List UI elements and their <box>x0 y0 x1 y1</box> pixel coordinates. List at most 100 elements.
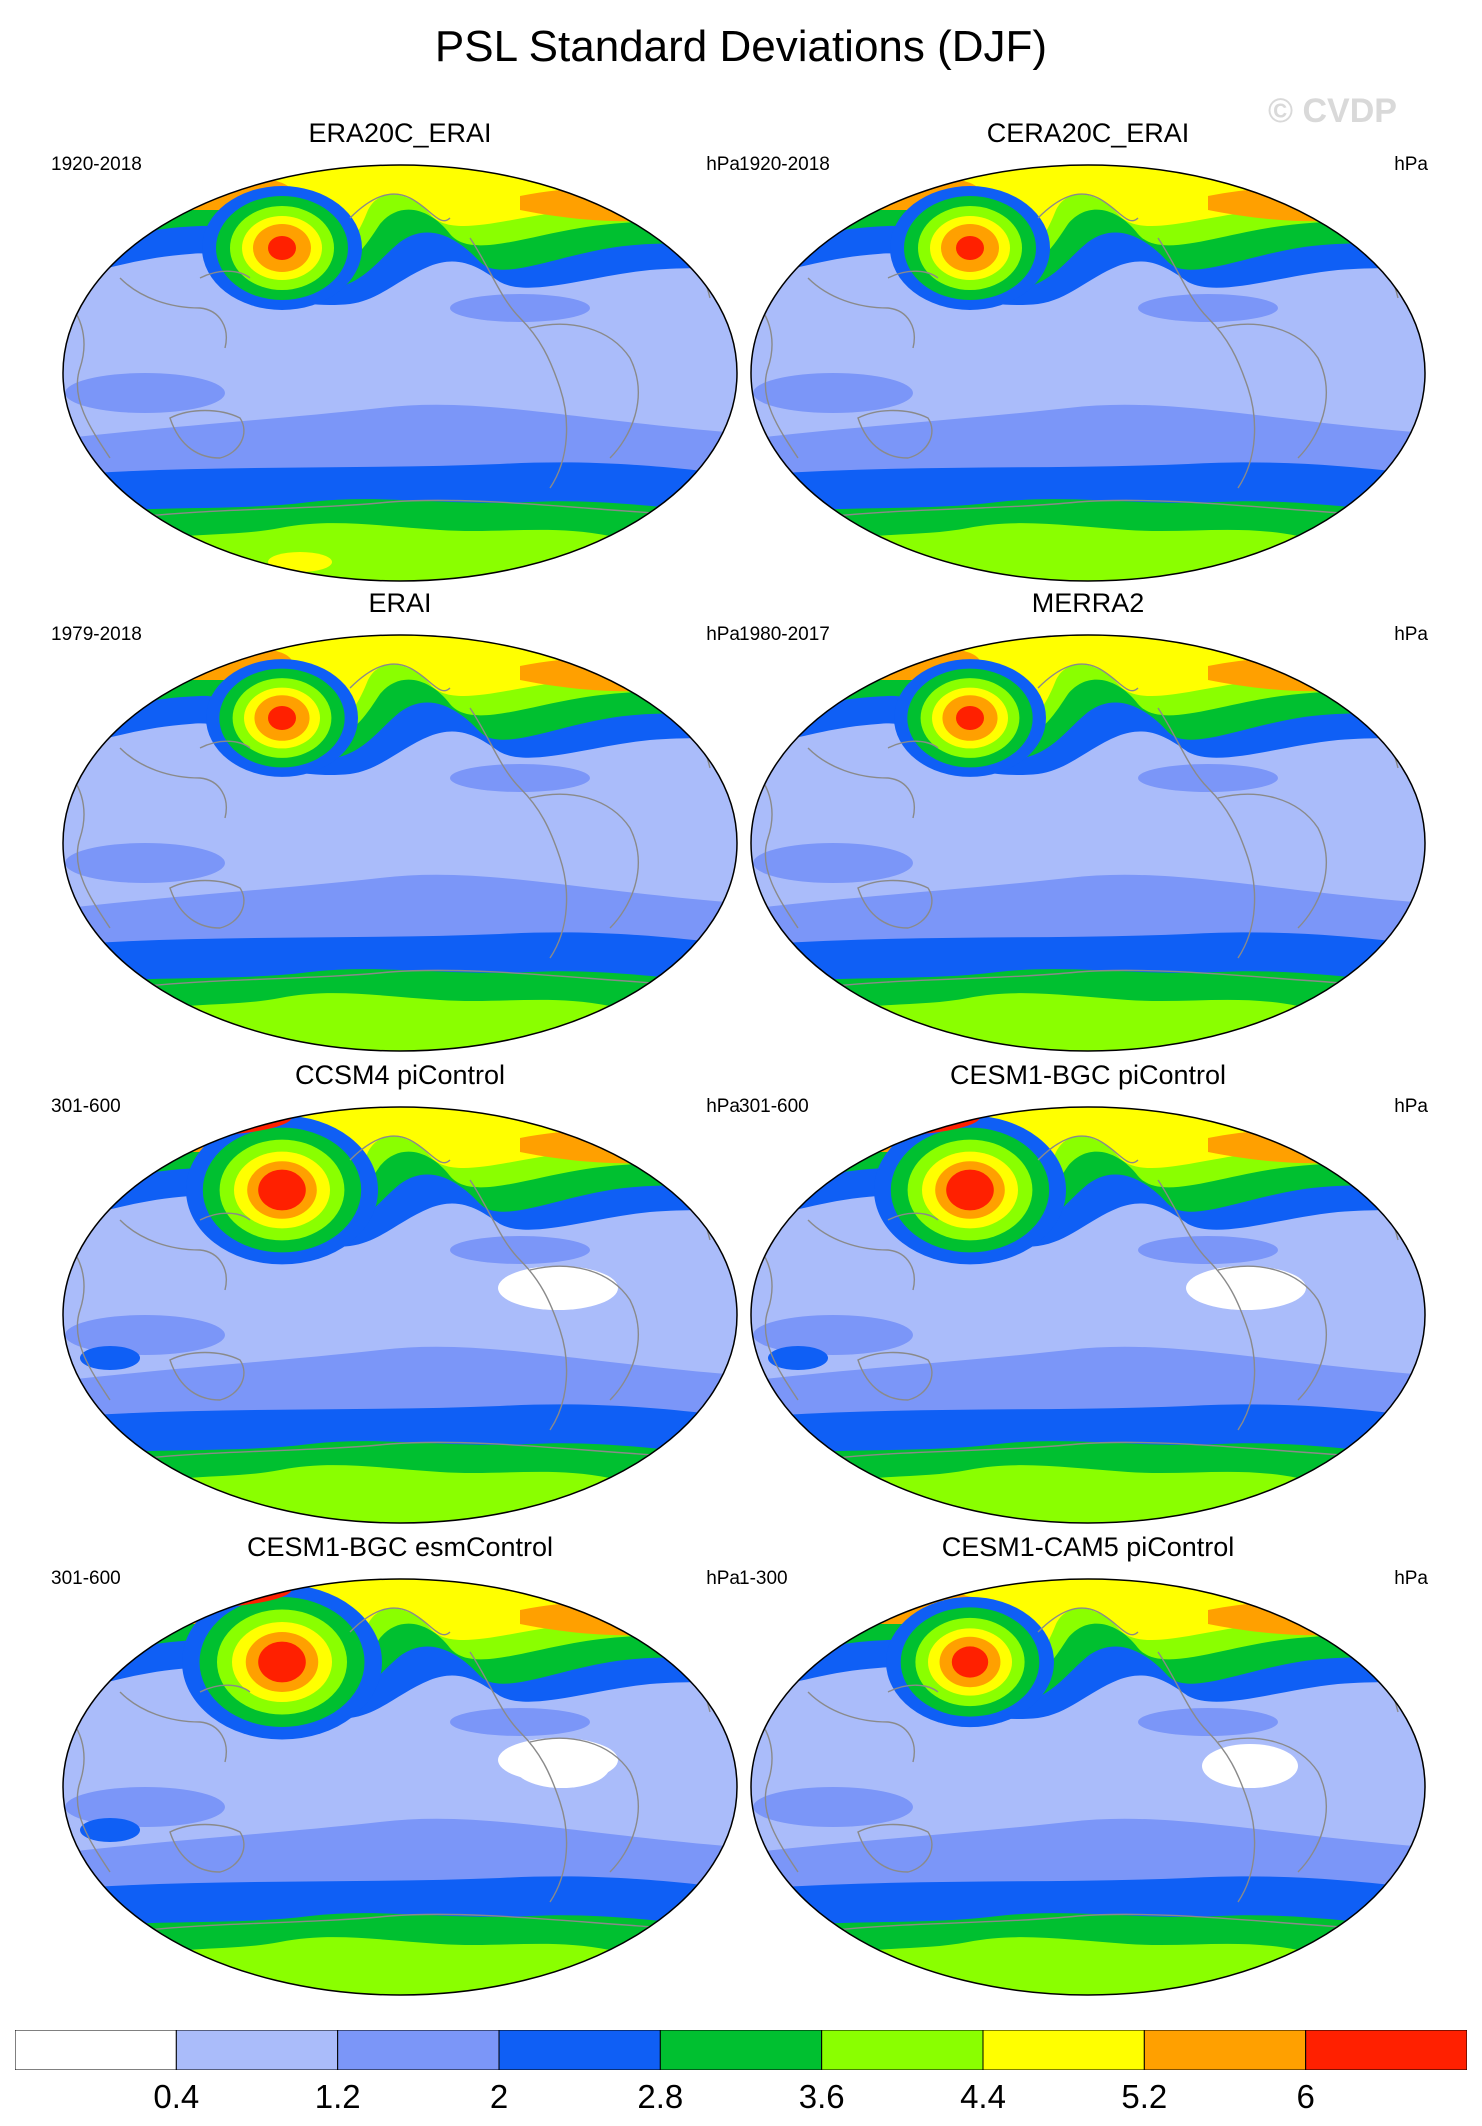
colorbar-swatch <box>1305 2030 1467 2070</box>
coastline <box>887 1684 939 1693</box>
panel-title: CERA20C_ERAI <box>986 118 1190 148</box>
coastline <box>1217 793 1327 929</box>
coastline <box>349 663 451 692</box>
coastline <box>1217 1265 1327 1401</box>
psl-aleutian-max <box>951 1646 989 1678</box>
coastline <box>169 1351 245 1401</box>
panel-years: 1979-2018 <box>51 624 142 645</box>
psl-patch-indian <box>753 373 913 413</box>
coastline <box>199 740 251 749</box>
panel-years: 1920-2018 <box>51 154 142 175</box>
psl-arctic-red <box>1298 1123 1425 1148</box>
psl-patch-amazon-low <box>514 1744 610 1788</box>
coastline <box>887 740 939 749</box>
coastline <box>1037 193 1139 222</box>
coastline <box>169 1823 245 1873</box>
coastline <box>169 879 245 929</box>
psl-stddev-map <box>62 634 738 1052</box>
psl-arctic-red <box>610 1123 737 1148</box>
coastline <box>857 1823 933 1873</box>
panel-years: 1-300 <box>739 1568 788 1589</box>
coastline <box>529 793 639 929</box>
coastline <box>469 237 568 489</box>
coastline <box>529 323 639 459</box>
panel-title: CESM1-BGC piControl <box>949 1060 1227 1090</box>
psl-patch-indian <box>65 1787 225 1827</box>
coastline <box>199 1684 251 1693</box>
colorbar-tick-label: 1.2 <box>314 2078 361 2115</box>
panel-cera20c-erai: CERA20C_ERAI 1920-2018 hPa <box>738 118 1438 588</box>
psl-aleutian-max <box>258 1641 306 1683</box>
colorbar-tick-label: 4.4 <box>960 2078 1006 2115</box>
coastline <box>1217 1737 1327 1873</box>
colorbar-tick-label: 2.8 <box>637 2078 684 2115</box>
coastline <box>1217 323 1327 459</box>
colorbar-swatch <box>337 2030 500 2070</box>
psl-patch-pacific <box>1138 1708 1278 1736</box>
panel-units: hPa <box>1394 1096 1428 1117</box>
psl-patch-indian <box>65 373 225 413</box>
psl-antarctic-max <box>268 552 332 572</box>
psl-patch-indian-blue <box>80 1818 140 1842</box>
colorbar-tick-label: 0.4 <box>153 2078 200 2115</box>
psl-patch-pacific <box>1138 764 1278 792</box>
panel-units: hPa <box>706 154 740 175</box>
colorbar-tick-label: 3.6 <box>798 2078 845 2115</box>
panel-ccsm4-picontrol: CCSM4 piControl 301-600 hPa <box>50 1060 750 1530</box>
figure-title: PSL Standard Deviations (DJF) <box>434 22 1048 71</box>
map-outline <box>62 634 738 1052</box>
psl-patch-indian <box>753 1787 913 1827</box>
panel-title: ERA20C_ERAI <box>308 118 492 148</box>
psl-patch-amazon-low <box>498 1266 618 1310</box>
colorbar-swatch <box>982 2030 1145 2070</box>
coastline <box>1037 1135 1139 1164</box>
psl-patch-indian <box>65 1315 225 1355</box>
psl-patch-indian-blue <box>768 1346 828 1370</box>
colorbar-tick-label: 2 <box>489 2078 509 2115</box>
coastline <box>857 879 933 929</box>
coastline <box>469 1651 568 1903</box>
coastline <box>1157 1651 1256 1903</box>
panel-era20c-erai: ERA20C_ERAI 1920-2018 hPa <box>50 118 750 588</box>
psl-aleutian-max <box>946 1169 994 1211</box>
psl-aleutian-max <box>956 236 984 260</box>
colorbar <box>15 2030 1467 2070</box>
panel-units: hPa <box>706 1096 740 1117</box>
coastline <box>469 1179 568 1431</box>
coastline <box>349 1607 451 1636</box>
panel-units: hPa <box>706 1568 740 1589</box>
psl-aleutian-max <box>268 706 296 730</box>
psl-patch-pacific <box>1138 294 1278 322</box>
coastline <box>119 277 227 349</box>
psl-patch-pacific <box>450 1708 590 1736</box>
colorbar-swatch <box>498 2030 661 2070</box>
psl-antarctic-max <box>178 558 222 574</box>
psl-patch-pacific <box>450 764 590 792</box>
coastline <box>807 747 915 819</box>
coastline <box>119 1219 227 1291</box>
coastline <box>349 1135 451 1164</box>
psl-aleutian-max <box>268 236 296 260</box>
coastline <box>129 1913 671 1933</box>
coastline <box>887 270 939 279</box>
colorbar-tick-label: 5.2 <box>1121 2078 1168 2115</box>
psl-stddev-map <box>750 164 1426 582</box>
coastline <box>529 1737 639 1873</box>
map-outline <box>750 164 1426 582</box>
panel-units: hPa <box>1394 154 1428 175</box>
coastline <box>1157 1179 1256 1431</box>
coastline <box>817 1441 1359 1461</box>
panel-years: 301-600 <box>739 1096 809 1117</box>
psl-icelandic-max <box>1310 648 1346 672</box>
coastline <box>1157 707 1256 959</box>
cvdp-watermark: © CVDP <box>1268 92 1397 130</box>
colorbar-swatch <box>659 2030 823 2070</box>
psl-patch-amazon-low <box>1202 1744 1298 1788</box>
coastline <box>857 1351 933 1401</box>
panel-cesm1-bgc-esmcontrol: CESM1-BGC esmControl 301-600 hPa <box>50 1532 750 2002</box>
coastline <box>817 499 1359 519</box>
psl-aleutian-max <box>258 1169 306 1211</box>
panel-title: CESM1-BGC esmControl <box>246 1532 554 1562</box>
psl-stddev-map <box>750 1578 1426 1996</box>
coastline <box>887 1212 939 1221</box>
